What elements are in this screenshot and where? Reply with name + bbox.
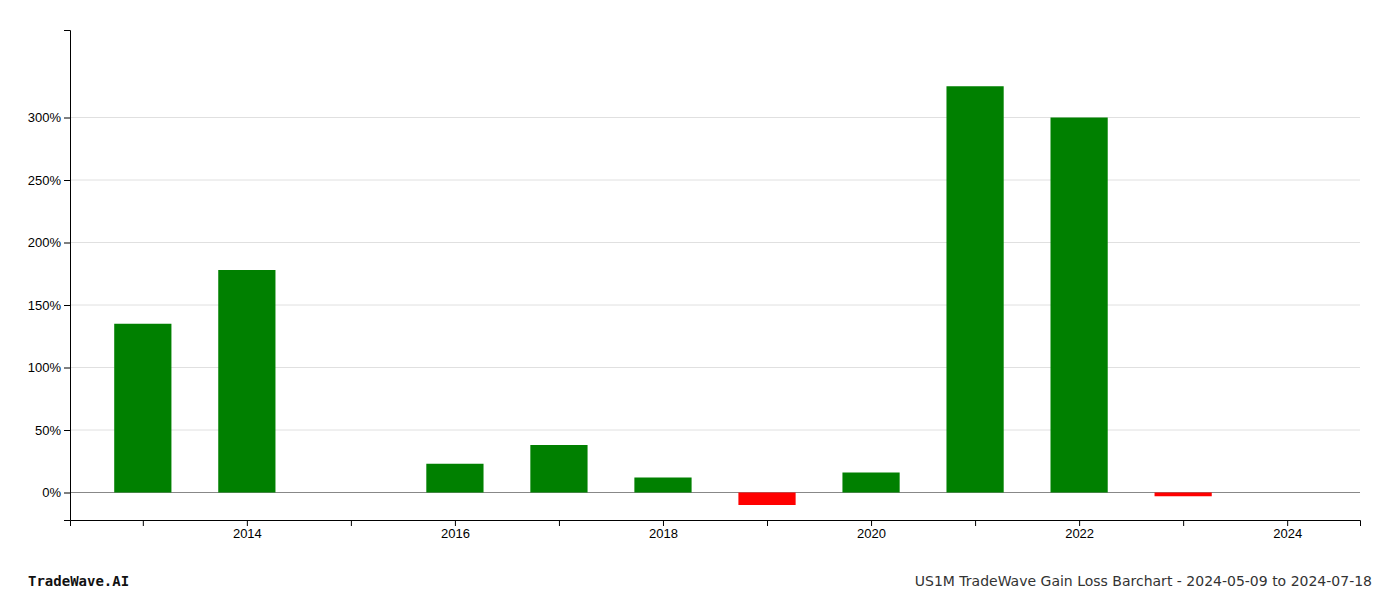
y-tick: 50% [35, 423, 70, 438]
x-tick-label: 2016 [441, 526, 470, 541]
y-tick: 250% [28, 173, 70, 188]
x-tick-label: 2024 [1273, 526, 1302, 541]
x-tick-mark [559, 520, 560, 526]
chart: 2014 2016 2018 2020 2022 2024 0% 50% 100% 150% 200… [0, 0, 1400, 600]
x-tick-mark [143, 520, 144, 526]
y-tick: 0% [42, 485, 70, 500]
y-tick-mark [64, 118, 70, 119]
x-tick [767, 520, 768, 526]
footer-right: US1M TradeWave Gain Loss Barchart - 2024… [915, 573, 1372, 589]
grid-line [70, 180, 1360, 181]
x-tick [351, 520, 352, 526]
y-tick-mark [64, 243, 70, 244]
y-tick-label: 300% [28, 110, 62, 125]
x-tick-label: 2020 [857, 526, 886, 541]
x-axis: 2014 2016 2018 2020 2022 2024 [71, 520, 1361, 541]
x-tick [1183, 520, 1184, 526]
grid [70, 118, 1360, 493]
x-tick-label: 2022 [1065, 526, 1094, 541]
grid-line [70, 117, 1360, 118]
y-tick-mark [64, 305, 70, 306]
bar [218, 270, 275, 493]
x-tick-mark [1287, 520, 1288, 526]
bar [1051, 118, 1108, 493]
x-tick: 2014 [233, 520, 262, 541]
x-tick-mark [1079, 520, 1080, 526]
x-tick-mark [663, 520, 664, 526]
x-tick: 2024 [1273, 520, 1302, 541]
x-axis-line [71, 521, 1361, 527]
x-tick-label: 2014 [233, 526, 262, 541]
x-tick-label: 2018 [649, 526, 678, 541]
y-tick: 300% [28, 110, 70, 125]
y-tick-label: 250% [28, 173, 62, 188]
x-tick: 2016 [441, 520, 470, 541]
grid-line [70, 242, 1360, 243]
x-tick [975, 520, 976, 526]
y-tick-label: 200% [28, 235, 62, 250]
plot: 2014 2016 2018 2020 2022 2024 0% 50% 100% 150% 200… [28, 31, 1361, 542]
x-tick-mark [247, 520, 248, 526]
y-tick-label: 50% [35, 423, 61, 438]
x-tick-mark [351, 520, 352, 526]
bar [1155, 493, 1212, 497]
bar [114, 324, 171, 493]
bar [738, 493, 795, 506]
x-tick: 2018 [649, 520, 678, 541]
y-tick: 200% [28, 235, 70, 250]
x-tick-mark [975, 520, 976, 526]
footer-left: TradeWave.AI [28, 573, 129, 589]
x-tick-mark [767, 520, 768, 526]
bar [530, 445, 587, 493]
x-tick: 2020 [857, 520, 886, 541]
bar [946, 86, 1003, 492]
y-tick-label: 100% [28, 360, 62, 375]
y-tick-label: 0% [42, 485, 61, 500]
bar [634, 478, 691, 493]
y-tick: 100% [28, 360, 70, 375]
x-tick [143, 520, 144, 526]
y-tick-mark [64, 368, 70, 369]
y-tick-mark [64, 430, 70, 431]
y-tick-mark [64, 180, 70, 181]
x-tick-mark [455, 520, 456, 526]
y-tick: 150% [28, 298, 70, 313]
x-tick: 2022 [1065, 520, 1094, 541]
x-tick-mark [871, 520, 872, 526]
bar [842, 473, 899, 493]
y-axis-line [64, 31, 71, 521]
y-axis: 0% 50% 100% 150% 200% 250% 300% [28, 31, 71, 521]
bars [114, 86, 1212, 505]
x-tick [559, 520, 560, 526]
y-tick-mark [64, 493, 70, 494]
bar [426, 464, 483, 493]
x-tick-mark [1183, 520, 1184, 526]
y-tick-label: 150% [28, 298, 62, 313]
